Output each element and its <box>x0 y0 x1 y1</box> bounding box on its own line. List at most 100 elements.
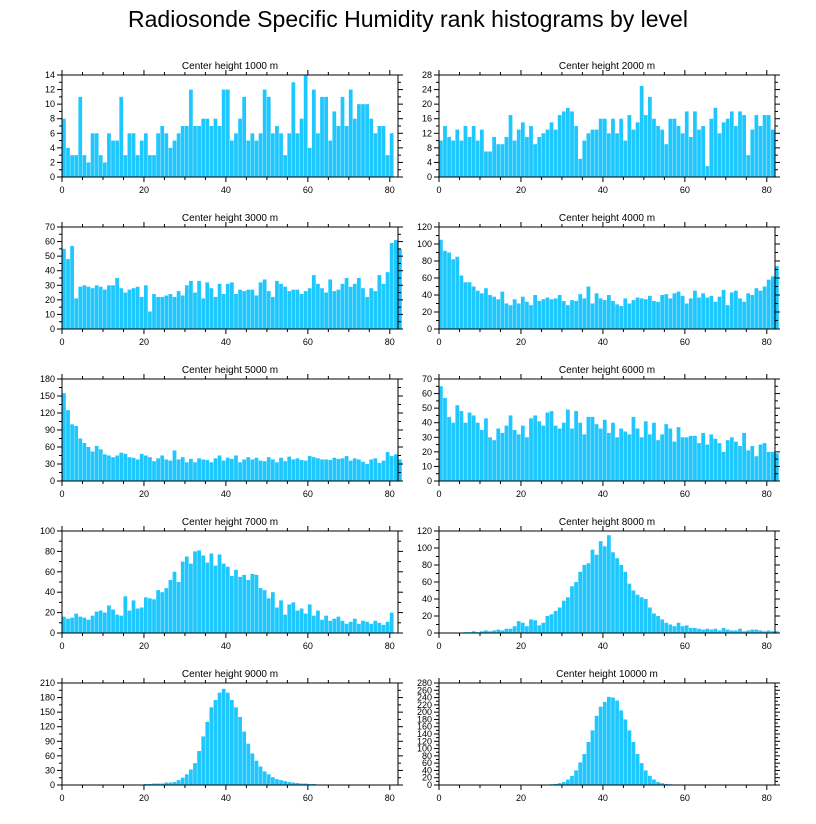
panel-title: Center height 5000 m <box>182 365 278 376</box>
histogram-bar <box>492 630 497 633</box>
histogram-bar <box>529 305 533 329</box>
histogram-bar <box>647 775 652 785</box>
histogram-bar <box>332 618 337 633</box>
histogram-bar <box>586 563 591 633</box>
histogram-bar <box>98 286 103 329</box>
histogram-bar <box>295 458 300 481</box>
histogram-bar <box>307 456 312 481</box>
x-tick-label: 0 <box>59 641 64 651</box>
histogram-bar <box>180 777 185 785</box>
histogram-bar <box>393 454 398 481</box>
histogram-bar <box>652 422 656 481</box>
histogram-bar <box>553 298 558 329</box>
histogram-bar <box>508 415 513 481</box>
histogram-bar <box>270 777 275 785</box>
y-tick-label: 100 <box>417 239 432 249</box>
histogram-bar <box>693 627 697 633</box>
histogram-bar <box>688 435 693 481</box>
histogram-bar <box>238 462 242 481</box>
histogram-bar <box>102 162 107 177</box>
histogram-bar <box>549 411 554 481</box>
histogram-bar <box>332 457 337 481</box>
histogram-bar <box>250 753 255 785</box>
histogram-bar <box>459 411 464 481</box>
histogram-bar <box>320 459 324 481</box>
histogram-bar <box>717 133 722 177</box>
histogram-bar <box>303 460 308 481</box>
y-tick-label: 60 <box>422 273 432 283</box>
histogram-bar <box>496 629 501 633</box>
x-tick-label: 80 <box>762 641 772 651</box>
histogram-bar <box>631 300 636 329</box>
histogram-bar <box>475 422 480 481</box>
histogram-bar <box>500 291 505 329</box>
histogram-bar <box>541 299 546 329</box>
histogram-bar <box>693 435 697 481</box>
histogram-bar <box>762 631 767 633</box>
histogram-bar <box>541 622 546 633</box>
histogram-bar <box>566 779 570 785</box>
histogram-bar <box>553 129 558 177</box>
histogram-bar <box>697 297 701 329</box>
histogram-bar <box>623 140 628 177</box>
histogram-bar <box>492 136 497 177</box>
histogram-bar <box>381 283 386 329</box>
histogram-bar <box>316 133 320 177</box>
y-tick-label: 70 <box>422 374 432 384</box>
y-tick-label: 60 <box>45 237 55 247</box>
histogram-bar <box>766 630 771 633</box>
histogram-bar <box>164 782 169 785</box>
histogram-bar <box>254 295 259 329</box>
histogram-bar <box>734 630 738 633</box>
y-tick-label: 10 <box>45 99 55 109</box>
y-tick-label: 0 <box>50 476 55 486</box>
histogram-bar <box>172 296 177 329</box>
histogram-bar <box>672 441 677 481</box>
histogram-bar <box>385 621 390 633</box>
histogram-bar <box>615 133 619 177</box>
histogram-bar <box>766 451 771 481</box>
figure-title: Radiosonde Specific Humidity rank histog… <box>128 6 688 32</box>
histogram-bar <box>684 437 689 481</box>
histogram-panel: Center height 3000 m 0 10 20 30 40 50 60 70 0 20 40… <box>45 213 403 347</box>
x-tick-label: 0 <box>59 337 64 347</box>
histogram-bar <box>143 133 148 177</box>
histogram-bar <box>516 621 521 633</box>
x-tick-label: 60 <box>303 489 313 499</box>
histogram-bar <box>582 298 587 329</box>
histogram-bar <box>279 780 283 785</box>
histogram-bar <box>287 782 292 785</box>
histogram-bar <box>619 428 624 481</box>
histogram-bar <box>82 443 87 481</box>
histogram-bar <box>299 783 304 785</box>
histogram-bar <box>545 412 550 481</box>
histogram-bar <box>172 450 177 481</box>
histogram-bar <box>721 122 726 177</box>
histogram-bar <box>443 126 447 177</box>
histogram-bar <box>102 289 107 329</box>
histogram-bar <box>389 243 394 329</box>
histogram-bar <box>557 607 562 633</box>
histogram-bar <box>664 294 669 329</box>
histogram-bar <box>533 295 537 329</box>
histogram-bar <box>738 298 742 329</box>
histogram-bar <box>225 457 230 481</box>
histogram-bar <box>607 535 611 633</box>
histogram-bar <box>508 628 513 633</box>
histogram-bar <box>250 133 255 177</box>
histogram-bar <box>340 620 345 633</box>
histogram-bar <box>647 607 652 633</box>
histogram-bar <box>258 133 263 177</box>
histogram-bar <box>549 299 554 329</box>
histogram-bar <box>90 615 95 633</box>
histogram-bar <box>234 294 238 329</box>
histogram-bar <box>115 140 120 177</box>
histogram-bar <box>619 565 624 633</box>
histogram-bar <box>131 288 136 329</box>
histogram-bar <box>557 783 562 785</box>
histogram-bar <box>561 600 566 633</box>
histogram-bar <box>295 133 300 177</box>
histogram-bar <box>619 306 624 329</box>
x-tick-label: 60 <box>680 641 690 651</box>
histogram-bar <box>291 82 296 177</box>
